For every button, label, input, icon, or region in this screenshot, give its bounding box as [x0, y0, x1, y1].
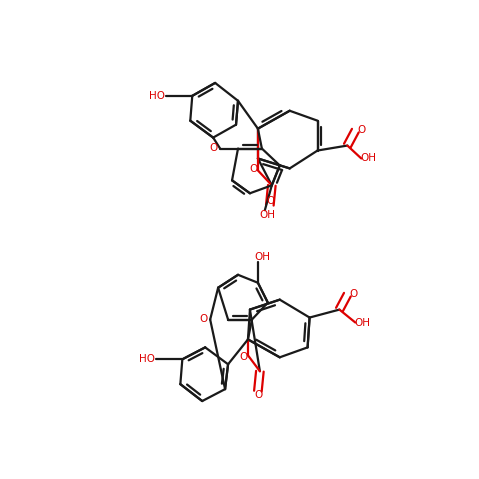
Text: OH: OH	[259, 210, 275, 220]
Text: O: O	[357, 125, 365, 135]
Text: O: O	[255, 390, 263, 400]
Text: O: O	[239, 352, 247, 362]
Text: O: O	[210, 143, 218, 153]
Text: HO: HO	[149, 91, 165, 101]
Text: O: O	[249, 164, 257, 174]
Text: OH: OH	[360, 153, 376, 163]
Text: HO: HO	[139, 354, 155, 365]
Text: OH: OH	[255, 252, 271, 262]
Text: OH: OH	[354, 318, 370, 328]
Text: O: O	[349, 289, 357, 299]
Text: O: O	[267, 196, 275, 206]
Text: O: O	[200, 314, 208, 324]
